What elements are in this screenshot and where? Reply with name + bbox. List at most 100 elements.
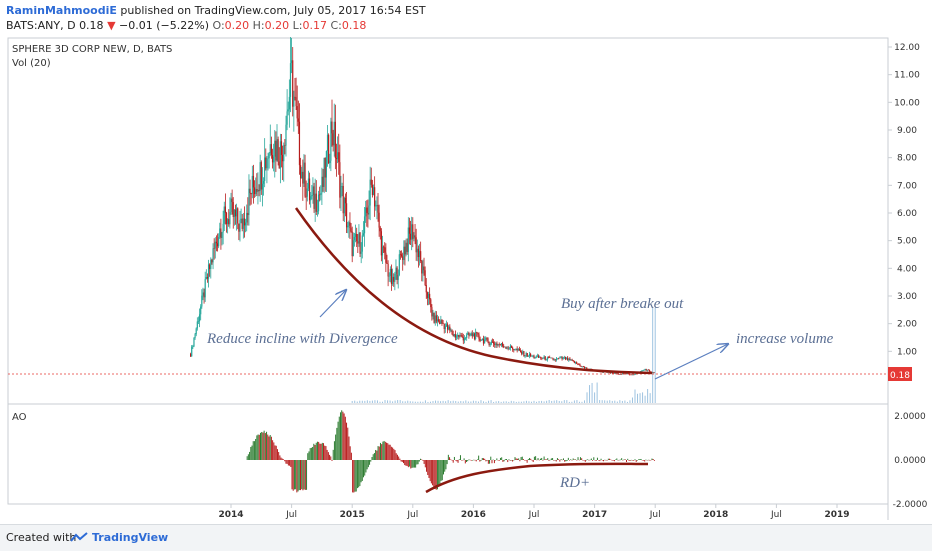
ao-bar [650,460,652,461]
ao-bar [527,459,529,460]
ao-bar [512,460,514,462]
volume-bar [488,400,490,403]
ao-bar [399,458,401,460]
publish-text: published on TradingView.com, July 05, 2… [120,4,426,17]
ao-bar [638,459,640,460]
candle-body [215,241,218,244]
candle-body [233,209,235,217]
ao-bar [295,460,297,490]
ao-bar [479,460,481,462]
ao-bar [468,459,470,460]
ao-bar [250,446,252,460]
candle-body [577,363,579,365]
volume-bar [450,401,452,403]
candle-body [512,347,514,350]
ao-bar [576,460,578,461]
candle-body [369,179,371,206]
candle-body [240,218,242,220]
ao-bar [347,427,349,460]
ao-bar [535,456,537,460]
candle-body [264,157,266,182]
candle-body [256,189,258,192]
ao-bar [573,459,575,460]
ao-bar [617,460,619,461]
candle-body [513,349,515,351]
volume-bar [513,401,515,403]
candle-body [407,227,409,252]
volume-bar [394,400,396,403]
candle-body [646,369,648,371]
chart-area[interactable]: SPHERE 3D CORP NEW, D, BATS Vol (20) AO … [0,0,932,524]
ao-bar [606,460,608,461]
candle-body [571,359,573,361]
ao-bar [467,460,469,462]
candle-body [404,246,406,255]
candle-body [194,334,196,338]
candle-body [220,228,222,238]
ao-bar [497,460,499,461]
tradingview-brand-link[interactable]: TradingView [92,531,169,544]
candle-body [243,218,246,226]
candle-body [564,356,567,360]
volume-bar [604,400,606,403]
ao-bar [489,460,491,464]
ao-bar [276,449,278,460]
candle-body [394,273,396,282]
candle-body [392,276,394,284]
ao-title: AO [12,412,27,423]
ao-bar [352,460,354,493]
ao-bar [476,459,478,460]
ao-bar [440,460,442,481]
ao-bar [525,460,527,461]
ao-bar [519,460,521,462]
ao-bar [640,458,642,460]
ao-bar [367,460,369,468]
candle-body [476,332,478,334]
volume-bar [354,400,356,403]
candle-body [549,357,551,358]
ao-bar [513,460,515,461]
candle-body [448,326,450,330]
candle-body [216,243,219,247]
ao-bar [389,444,391,460]
ao-bar [652,459,654,460]
ao-bar [466,460,468,462]
volume-bar [359,400,361,403]
candle-body [296,106,298,119]
candle-body [641,370,643,372]
candle-body [569,358,571,361]
ao-bar [490,456,492,460]
ao-bar [506,459,508,460]
candle-body [271,155,274,163]
candle-body [553,359,555,360]
volume-bar [427,401,429,403]
ao-bar [291,460,293,490]
candle-body [533,355,535,358]
ao-bar [325,446,327,460]
volume-bar [419,401,421,403]
candle-body [379,227,381,232]
volume-bar [599,400,601,403]
candle-body [441,320,443,324]
ao-bar [258,434,260,460]
ao-bar [373,453,375,460]
candle-body [540,357,542,359]
candle-body [229,211,231,225]
volume-bar [619,400,621,403]
ao-bar [446,460,448,465]
ao-bar [417,460,419,465]
ao-bar [264,433,266,460]
candle-body [609,372,611,374]
ao-bar [421,459,423,460]
candle-body [360,251,362,254]
ao-bar [293,460,295,490]
volume-bar [609,400,611,403]
volume-bar [399,400,401,403]
ao-bar [501,457,503,460]
candle-body [276,139,278,161]
ao-bar [589,459,591,461]
author-link[interactable]: RaminMahmoodiE [6,4,117,17]
ao-bar [462,460,464,461]
candle-body [523,351,525,357]
ao-bar [337,421,339,460]
